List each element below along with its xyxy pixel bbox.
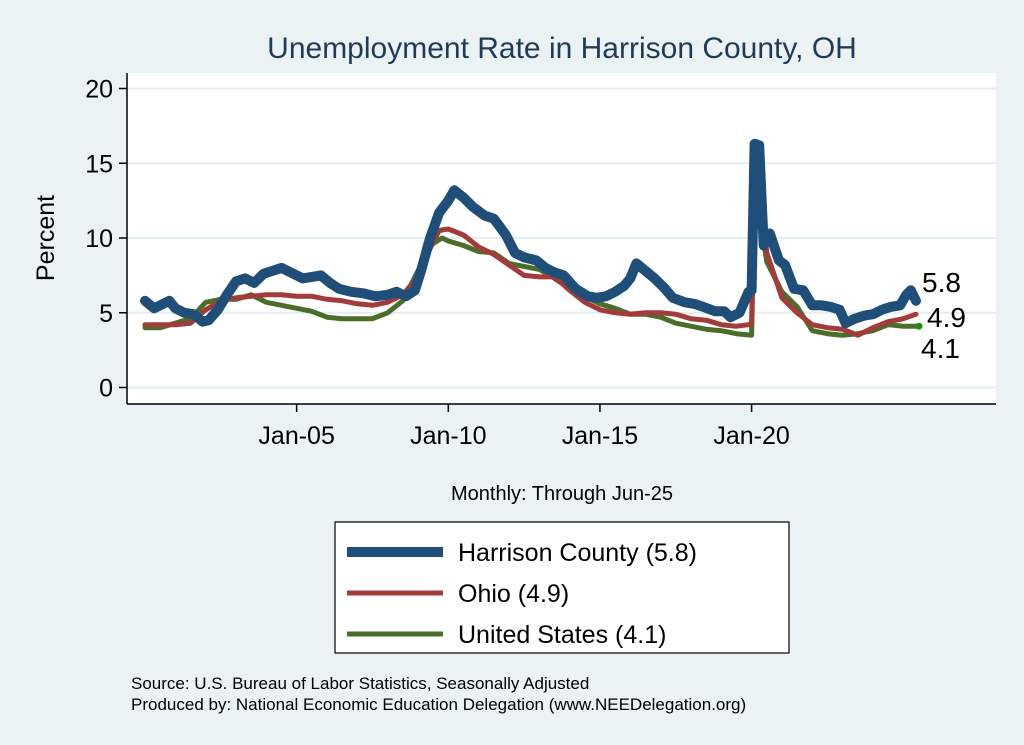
x-tick-label: Jan-05 (258, 422, 334, 450)
series-line-0 (140, 138, 921, 329)
y-tick-label: 0 (99, 375, 113, 403)
legend: Harrison County (5.8) Ohio (4.9) United St… (334, 521, 790, 654)
source-note: Source: U.S. Bureau of Labor Statistics,… (131, 674, 589, 693)
end-label: 4.9 (927, 302, 966, 333)
series-layer (140, 138, 923, 338)
x-tick-label: Jan-10 (410, 422, 486, 450)
y-tick-label: 10 (85, 225, 113, 253)
end-label: 4.1 (921, 333, 960, 364)
x-tick-label: Jan-15 (562, 422, 638, 450)
y-tick-label: 15 (85, 150, 113, 178)
y-tick-label: 20 (85, 76, 113, 104)
series-line-1 (142, 139, 919, 338)
end-label: 5.8 (922, 267, 961, 298)
y-axis-label: Percent (32, 195, 60, 281)
x-ticks: Jan-05 Jan-10 Jan-15 Jan-20 (258, 404, 790, 450)
produced-by-note: Produced by: National Economic Education… (131, 695, 746, 714)
x-axis-label: Monthly: Through Jun-25 (451, 483, 673, 505)
us-end-marker (915, 322, 923, 330)
y-ticks: 0 5 10 15 20 (85, 76, 127, 403)
y-tick-label: 5 (99, 300, 113, 328)
gridlines (127, 87, 996, 389)
chart-title: Unemployment Rate in Harrison County, OH (267, 32, 857, 65)
x-tick-label: Jan-20 (713, 422, 789, 450)
legend-box (334, 521, 790, 654)
end-labels: 5.8 4.94.1 (921, 267, 966, 364)
legend-label: Ohio (4.9) (458, 580, 569, 608)
legend-label: United States (4.1) (458, 621, 666, 649)
legend-label: Harrison County (5.8) (458, 539, 697, 567)
